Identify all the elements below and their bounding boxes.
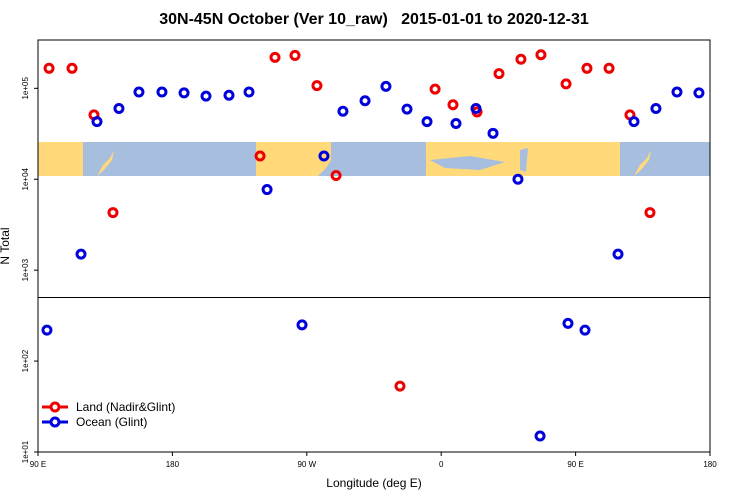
plot-frame [37, 39, 711, 453]
point [133, 86, 145, 98]
point [107, 207, 119, 219]
point [581, 62, 593, 74]
point [75, 248, 87, 260]
point [289, 49, 301, 61]
point [200, 90, 212, 102]
point [223, 89, 235, 101]
x-tick-label: 90 W [297, 460, 316, 469]
point [318, 150, 330, 162]
point [470, 102, 482, 114]
point [535, 49, 547, 61]
map-band [38, 142, 710, 176]
point [380, 80, 392, 92]
y-tick-label: 1e+01 [21, 440, 30, 463]
point [671, 86, 683, 98]
point [534, 430, 546, 442]
x-tick-label: 180 [166, 460, 180, 469]
point [401, 103, 413, 115]
point [421, 116, 433, 128]
point [113, 102, 125, 114]
point [243, 86, 255, 98]
point [628, 116, 640, 128]
point [603, 62, 615, 74]
x-tick-label: 0 [439, 460, 444, 469]
point [487, 127, 499, 139]
point [560, 78, 572, 90]
point [330, 169, 342, 181]
point [650, 102, 662, 114]
y-tick-label: 1e+03 [21, 258, 30, 281]
legend-marker [49, 401, 61, 413]
point [359, 95, 371, 107]
x-tick-label: 180 [703, 460, 717, 469]
y-tick-label: 1e+05 [21, 77, 30, 100]
point [447, 99, 459, 111]
point [612, 248, 624, 260]
legend-label: Land (Nadir&Glint) [76, 400, 175, 414]
point [178, 87, 190, 99]
legend-marker [49, 416, 61, 428]
point [66, 62, 78, 74]
point [512, 173, 524, 185]
point [693, 87, 705, 99]
y-tick-label: 1e+02 [21, 349, 30, 372]
point [91, 116, 103, 128]
point [493, 68, 505, 80]
y-axis-label: N Total [0, 227, 12, 264]
point [562, 317, 574, 329]
y-tick-label: 1e+04 [21, 167, 30, 190]
point [450, 118, 462, 130]
point [515, 53, 527, 65]
point [311, 80, 323, 92]
x-tick-label: 90 E [567, 460, 583, 469]
point [429, 83, 441, 95]
point [261, 184, 273, 196]
point [41, 324, 53, 336]
point [43, 62, 55, 74]
chart-title: 30N-45N October (Ver 10_raw) 2015-01-01 … [159, 11, 589, 28]
point [156, 86, 168, 98]
point [394, 380, 406, 392]
point [337, 105, 349, 117]
x-axis-label: Longitude (deg E) [326, 476, 421, 490]
point [269, 51, 281, 63]
legend-label: Ocean (Glint) [76, 415, 147, 429]
point [296, 319, 308, 331]
x-tick-label: 90 E [30, 460, 46, 469]
point [644, 207, 656, 219]
point [254, 150, 266, 162]
point [579, 324, 591, 336]
